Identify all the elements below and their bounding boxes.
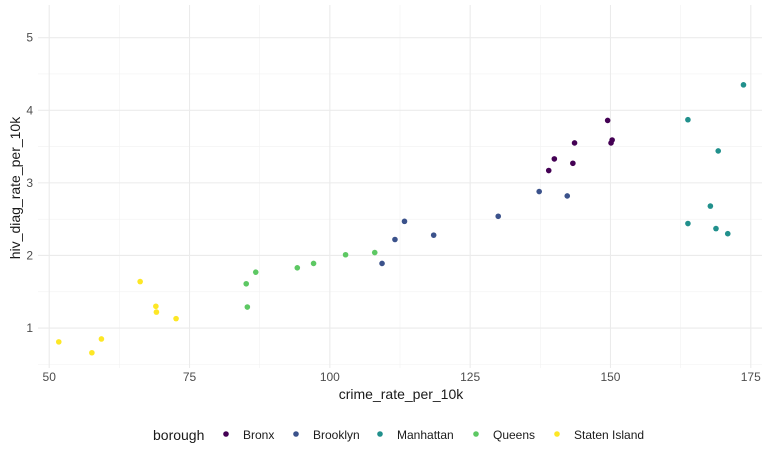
x-tick-label: 75 bbox=[183, 370, 197, 384]
point-manhattan bbox=[740, 82, 747, 88]
point-brooklyn bbox=[495, 213, 502, 220]
point-brooklyn bbox=[430, 232, 437, 238]
point-manhattan bbox=[685, 220, 691, 227]
point-queens bbox=[342, 251, 349, 258]
point-queens bbox=[371, 249, 378, 256]
point-queens bbox=[252, 269, 259, 275]
y-tick-label: 2 bbox=[26, 248, 33, 262]
point-staten-island bbox=[153, 303, 159, 310]
point-staten-island bbox=[153, 309, 160, 315]
point-bronx bbox=[609, 137, 615, 143]
point-staten-island bbox=[55, 339, 62, 345]
legend-label-queens: Queens bbox=[493, 428, 535, 442]
legend-label-staten-island: Staten Island bbox=[574, 428, 644, 442]
point-bronx bbox=[551, 156, 558, 162]
legend-key-manhattan bbox=[377, 431, 383, 437]
legend-label-brooklyn: Brooklyn bbox=[313, 428, 360, 442]
point-brooklyn bbox=[564, 193, 571, 199]
y-tick-label: 4 bbox=[26, 103, 33, 117]
point-brooklyn bbox=[536, 188, 542, 195]
data-points bbox=[55, 82, 747, 356]
point-manhattan bbox=[707, 203, 714, 209]
point-bronx bbox=[545, 167, 552, 174]
legend-label-manhattan: Manhattan bbox=[397, 428, 454, 442]
point-staten-island bbox=[137, 278, 143, 285]
legend-title: borough bbox=[153, 427, 204, 443]
legend-key-brooklyn bbox=[293, 431, 299, 437]
y-tick-label: 1 bbox=[26, 321, 33, 335]
point-queens bbox=[310, 260, 317, 267]
x-axis-ticks: 50 75 100 125 150 175 bbox=[43, 370, 762, 384]
point-queens bbox=[244, 304, 251, 310]
point-manhattan bbox=[715, 148, 722, 154]
legend-label-bronx: Bronx bbox=[243, 428, 274, 442]
point-bronx bbox=[604, 117, 611, 124]
legend: borough Bronx Brooklyn Manhattan Queens Stat… bbox=[153, 427, 644, 443]
x-axis-title: crime_rate_per_10k bbox=[339, 386, 465, 402]
legend-key-bronx bbox=[223, 431, 229, 437]
point-staten-island bbox=[98, 336, 105, 342]
major-grid bbox=[38, 5, 762, 368]
legend-key-queens bbox=[473, 431, 479, 437]
point-bronx bbox=[571, 140, 578, 146]
point-brooklyn bbox=[379, 260, 385, 267]
y-tick-label: 3 bbox=[26, 176, 33, 190]
point-staten-island bbox=[173, 315, 179, 322]
legend-key-staten-island bbox=[554, 431, 560, 437]
x-tick-label: 150 bbox=[600, 370, 620, 384]
y-axis-title: hiv_diag_rate_per_10k bbox=[7, 116, 23, 259]
y-tick-label: 5 bbox=[26, 31, 33, 45]
x-tick-label: 125 bbox=[460, 370, 480, 384]
x-tick-label: 175 bbox=[741, 370, 761, 384]
point-queens bbox=[243, 280, 250, 287]
point-staten-island bbox=[89, 349, 95, 356]
y-axis-ticks: 1 2 3 4 5 bbox=[26, 31, 33, 335]
point-manhattan bbox=[685, 116, 691, 123]
point-manhattan bbox=[713, 225, 719, 232]
point-manhattan bbox=[724, 230, 731, 237]
x-tick-label: 50 bbox=[43, 370, 57, 384]
point-bronx bbox=[570, 160, 576, 167]
point-brooklyn bbox=[401, 218, 408, 225]
point-brooklyn bbox=[392, 236, 398, 243]
x-tick-label: 100 bbox=[320, 370, 340, 384]
minor-grid bbox=[38, 5, 762, 368]
point-queens bbox=[294, 265, 301, 271]
